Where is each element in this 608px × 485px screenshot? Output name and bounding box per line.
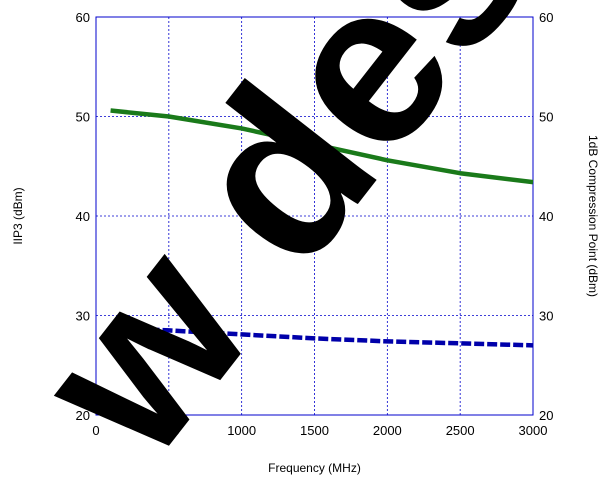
y-axis-title: IIP3 (dBm) <box>11 187 25 244</box>
y-tick-label: 50 <box>76 110 90 125</box>
x-tick-label: 2500 <box>446 423 475 438</box>
x-axis-title: Frequency (MHz) <box>268 461 361 475</box>
y-tick-label: 60 <box>76 10 90 25</box>
y2-tick-label: 20 <box>539 408 553 423</box>
x-tick-label: 1500 <box>300 423 329 438</box>
y2-tick-label: 40 <box>539 209 553 224</box>
series-line-2 <box>110 325 534 348</box>
y2-tick-label: 60 <box>539 10 553 25</box>
x-tick-label: 1000 <box>227 423 256 438</box>
series-line-1 <box>110 108 534 185</box>
y2-tick-label: 30 <box>539 309 553 324</box>
x-tick-label: 2000 <box>373 423 402 438</box>
y2-axis-title: 1dB Compression Point (dBm) <box>586 135 600 297</box>
y-tick-label: 40 <box>76 209 90 224</box>
plot-frame <box>95 16 534 416</box>
tick-labels: 0 500 1000 1500 2000 2500 30002030405060203040… <box>76 10 554 438</box>
x-tick-label: 500 <box>158 423 180 438</box>
y2-tick-label: 50 <box>539 110 553 125</box>
x-tick-label: 0 <box>92 423 99 438</box>
y-tick-label: 20 <box>76 408 90 423</box>
series-group <box>110 108 534 348</box>
y-tick-label: 30 <box>76 309 90 324</box>
x-tick-label: 3000 <box>519 423 548 438</box>
